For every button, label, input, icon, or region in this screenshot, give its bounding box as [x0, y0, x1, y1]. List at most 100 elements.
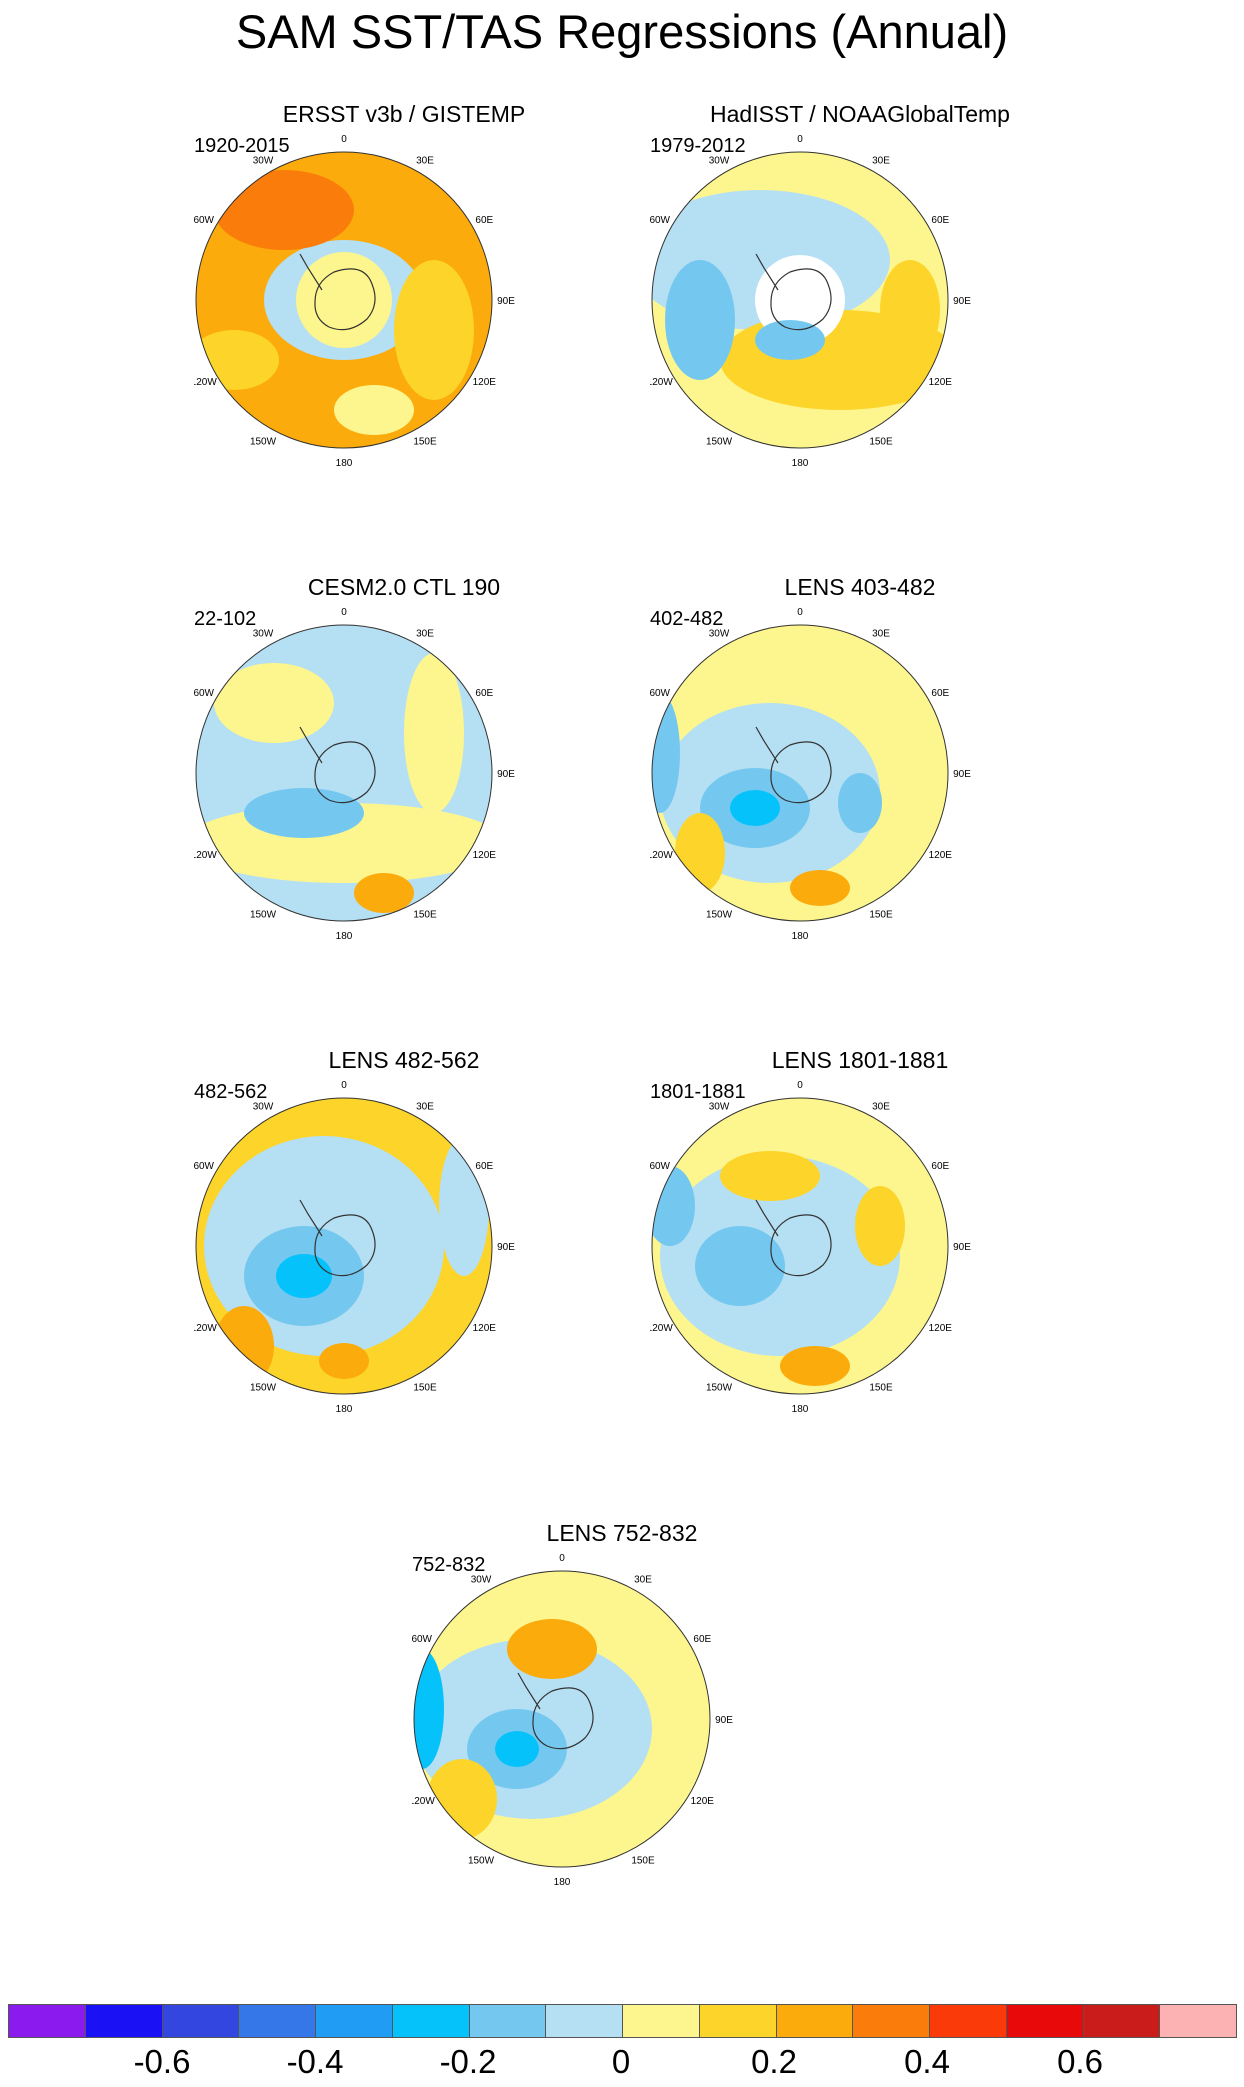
longitude-label: 120W [650, 377, 673, 388]
longitude-label: 30W [709, 629, 730, 640]
longitude-label: 180 [792, 931, 809, 942]
longitude-label: 60E [475, 1161, 493, 1172]
longitude-label: 150W [250, 1382, 277, 1393]
colorbar-box [698, 2004, 777, 2038]
longitude-label: 150E [413, 436, 437, 447]
longitude-label: 90E [497, 769, 515, 780]
longitude-label: 60W [650, 215, 671, 226]
map-border [651, 1097, 949, 1395]
longitude-label: 0 [341, 134, 347, 145]
map-panel: LENS 403-482 402-482 0 30E 60E 90E 120E 150E 1… [650, 573, 1070, 1043]
field-contour [404, 653, 464, 813]
polar-map: 030E60E90E120E150E180150W120W90W60W30W [650, 607, 971, 942]
longitude-label: 30E [416, 629, 434, 640]
field-contour [652, 693, 680, 813]
longitude-label: 180 [554, 1877, 571, 1888]
colorbar-tick-label: 0.2 [751, 2043, 797, 2080]
longitude-label: 60E [931, 688, 949, 699]
polar-map: 030E60E90E120E150E180150W120W90W60W30W [194, 607, 515, 942]
colorbar-box [391, 2004, 470, 2038]
longitude-label: 0 [797, 134, 803, 145]
field-contour [296, 252, 392, 348]
map-panel: LENS 1801-1881 1801-1881 0 30E 60E 90E 120E 1… [650, 1046, 1070, 1516]
field-contour [214, 663, 334, 743]
longitude-label: 120E [691, 1796, 715, 1807]
colorbar-box [161, 2004, 240, 2038]
polar-map: 030E60E90E120E150E180150W120W90W60W30W [650, 1080, 971, 1415]
longitude-label: 60E [475, 688, 493, 699]
map-panel: LENS 482-562 482-562 0 30E 60E 90E 120E 150E 1… [194, 1046, 614, 1516]
field-contour [755, 320, 825, 360]
longitude-label: 30W [709, 1102, 730, 1113]
field-contour [780, 1346, 850, 1386]
longitude-label: 60W [650, 688, 671, 699]
field-contour [276, 1254, 332, 1298]
colorbar-tick-label: -0.2 [439, 2043, 497, 2080]
field-contour [319, 1343, 369, 1379]
polar-map: 030E60E90E120E150E180150W120W90W60W30W [194, 134, 515, 469]
map-panel: CESM2.0 CTL 190 22-102 0 30E 60E 90E 120E 150… [194, 573, 614, 1043]
longitude-label: 150E [869, 909, 893, 920]
map-border [651, 151, 949, 449]
longitude-label: 180 [336, 1404, 353, 1415]
longitude-label: 30E [416, 156, 434, 167]
longitude-label: 150W [250, 436, 277, 447]
colorbar-box [775, 2004, 854, 2038]
longitude-label: 150E [413, 909, 437, 920]
longitude-label: 90E [953, 769, 971, 780]
longitude-label: 30E [872, 156, 890, 167]
coastline-peninsula [299, 253, 323, 291]
longitude-label: 180 [336, 458, 353, 469]
longitude-label: 120W [194, 850, 217, 861]
colorbar-box [8, 2004, 86, 2038]
colorbar-box [1159, 2004, 1237, 2038]
polar-map: 030E60E90E120E150E180150W120W90W60W30W [650, 134, 971, 469]
field-contour [244, 788, 364, 838]
colorbar-tick-label: -0.4 [286, 2043, 344, 2080]
longitude-label: 30E [416, 1102, 434, 1113]
longitude-label: 90E [497, 1242, 515, 1253]
map-border [195, 1097, 493, 1395]
colorbar-box [852, 2004, 930, 2038]
longitude-label: 90E [953, 296, 971, 307]
colorbar-tick-label: 0.4 [904, 2043, 950, 2080]
panel-period: 402-482 [650, 608, 724, 630]
coastline-antarctica [314, 1214, 376, 1277]
longitude-label: 150E [869, 1382, 893, 1393]
panel-period: 1979-2012 [650, 135, 746, 157]
longitude-label: 0 [341, 607, 347, 618]
longitude-label: 60E [931, 215, 949, 226]
colorbar-tick-label: 0 [611, 2043, 631, 2080]
field-contour [665, 260, 735, 380]
longitude-label: 120W [412, 1796, 435, 1807]
coastline-antarctica [314, 268, 376, 331]
map-panel: LENS 752-832 752-832 0 30E 60E 90E 120E 150E 1… [412, 1519, 832, 1989]
coastline-peninsula [517, 1672, 541, 1710]
map-border [413, 1570, 711, 1868]
longitude-label: 30W [709, 156, 730, 167]
longitude-label: 90E [715, 1715, 733, 1726]
colorbar-box [545, 2004, 623, 2038]
map-panel: HadISST / NOAAGlobalTemp 1979-2012 0 30E 6… [650, 100, 1070, 570]
longitude-label: 120E [473, 1323, 497, 1334]
coastline-antarctica [770, 1214, 832, 1277]
longitude-label: 60W [650, 1161, 671, 1172]
coastline-peninsula [299, 1199, 323, 1237]
longitude-label: 150E [413, 1382, 437, 1393]
coastline-antarctica [532, 1687, 594, 1750]
coastline-antarctica [770, 741, 832, 804]
map-panel: ERSST v3b / GISTEMP 1920-2015 0 30E 60E 90E… [194, 100, 614, 570]
longitude-label: 0 [797, 1080, 803, 1091]
map-border [651, 624, 949, 922]
longitude-label: 30W [253, 629, 274, 640]
field-contour [334, 385, 414, 435]
longitude-label: 30W [253, 156, 274, 167]
longitude-label: 120W [650, 1323, 673, 1334]
colorbar-box [468, 2004, 547, 2038]
longitude-label: 180 [792, 458, 809, 469]
longitude-label: 180 [792, 1404, 809, 1415]
panel-title: ERSST v3b / GISTEMP [282, 101, 526, 127]
longitude-label: 60W [194, 688, 215, 699]
field-contour [720, 1151, 820, 1201]
longitude-label: 150E [631, 1855, 655, 1866]
